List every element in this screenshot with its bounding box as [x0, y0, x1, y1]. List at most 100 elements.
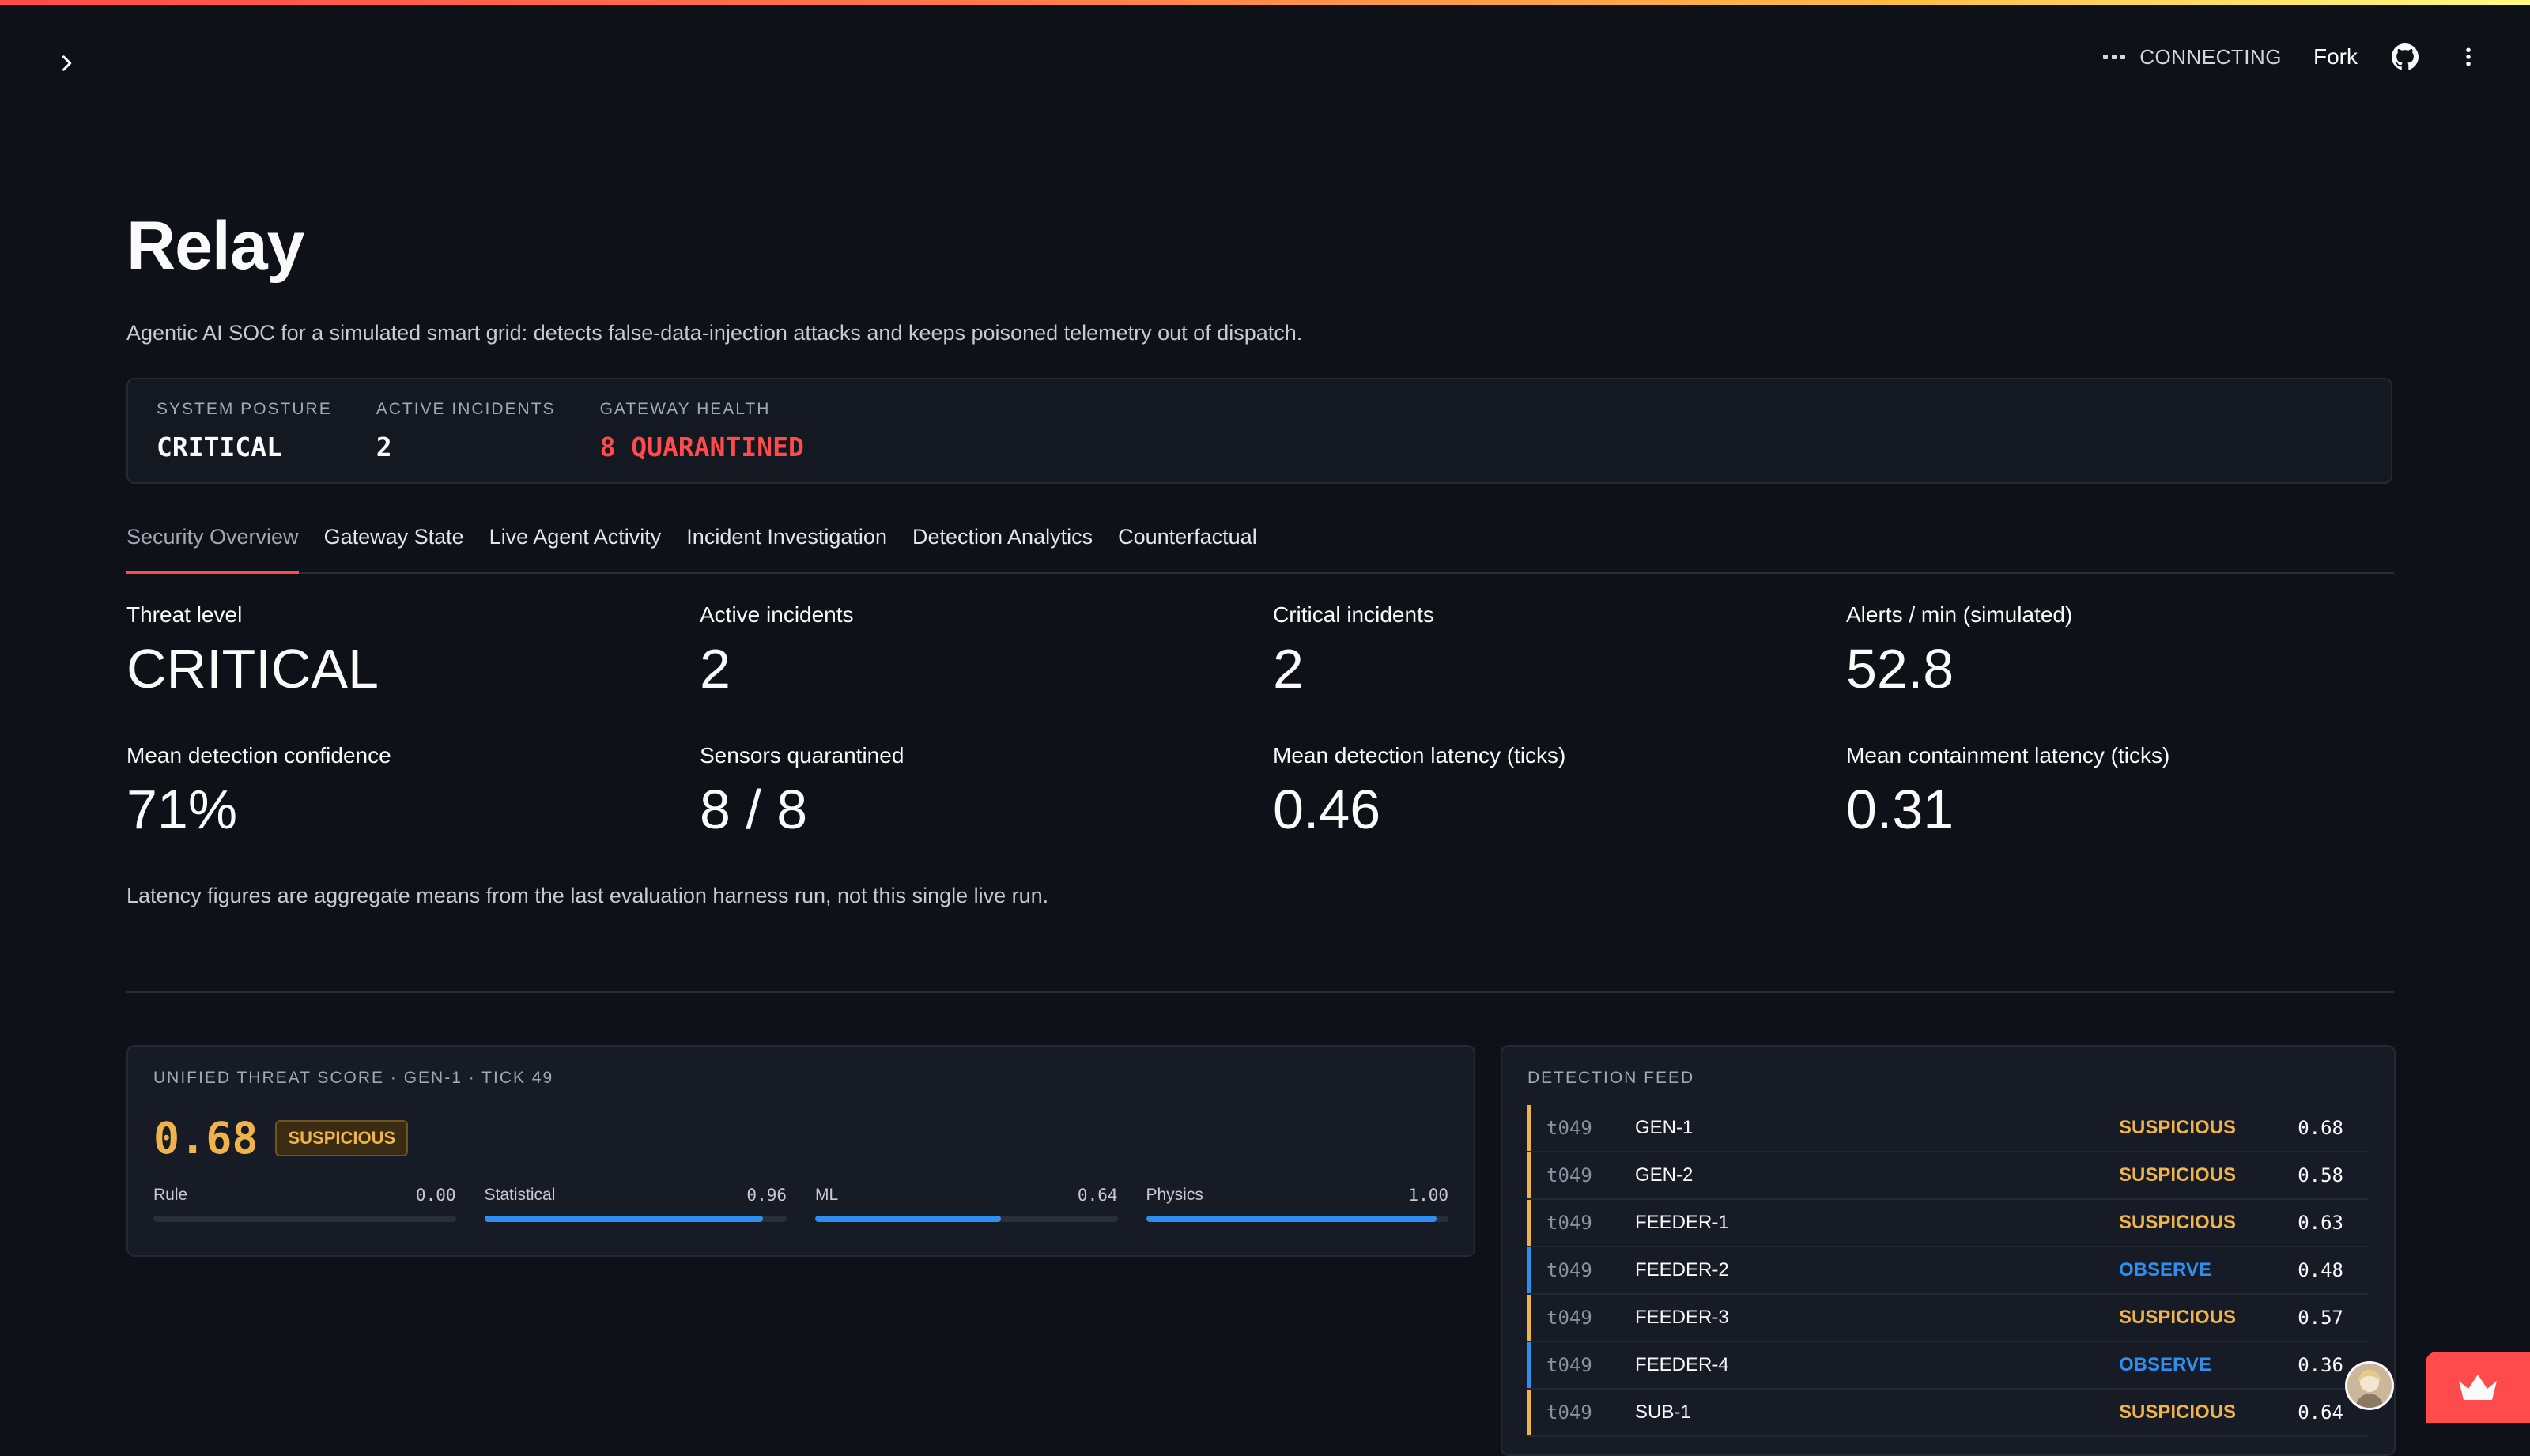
component-statistical: Statistical 0.96	[484, 1186, 787, 1222]
metric-value: CRITICAL	[126, 638, 379, 700]
metric-value: 2	[700, 638, 731, 700]
metric-value: 8 / 8	[700, 779, 808, 840]
metric-label: Mean detection confidence	[126, 743, 391, 768]
tab-detection-analytics[interactable]: Detection Analytics	[912, 525, 1093, 549]
section-divider	[126, 991, 2394, 993]
tab-counterfactual[interactable]: Counterfactual	[1118, 525, 1257, 549]
component-rule: Rule 0.00	[153, 1186, 456, 1222]
feed-score: 0.58	[2298, 1164, 2343, 1186]
feed-score: 0.68	[2298, 1117, 2343, 1139]
component-bar-fill	[815, 1216, 1001, 1222]
threat-score-card: UNIFIED THREAT SCORE · GEN-1 · TICK 49 0…	[126, 1045, 1475, 1257]
posture-value: CRITICAL	[157, 432, 282, 462]
posture-value: 8 QUARANTINED	[599, 432, 804, 462]
component-label: Statistical	[484, 1186, 556, 1204]
component-bar-fill	[484, 1216, 763, 1222]
metric-detection-latency: Mean detection latency (ticks) 0.46	[1273, 743, 1811, 841]
feed-tick: t049	[1546, 1212, 1592, 1234]
component-value: 0.64	[1077, 1186, 1118, 1205]
component-value: 1.00	[1408, 1186, 1448, 1205]
feed-row[interactable]: t049 GEN-1 SUSPICIOUS 0.68	[1527, 1105, 2369, 1152]
metric-detection-confidence: Mean detection confidence 71%	[126, 743, 664, 841]
feed-row[interactable]: t049 SUB-1 SUSPICIOUS 0.64	[1527, 1390, 2369, 1437]
chevron-right-icon	[62, 55, 72, 71]
verdict-badge: SUSPICIOUS	[275, 1120, 409, 1156]
feed-row-accent	[1527, 1152, 1531, 1198]
feed-asset: FEEDER-1	[1635, 1212, 1729, 1233]
feed-row[interactable]: t049 FEEDER-4 OBSERVE 0.36	[1527, 1342, 2369, 1390]
tab-gateway-state[interactable]: Gateway State	[323, 525, 464, 549]
tab-incident-investigation[interactable]: Incident Investigation	[686, 525, 887, 549]
avatar[interactable]	[2345, 1361, 2394, 1410]
metric-critical-incidents: Critical incidents 2	[1273, 602, 1811, 700]
posture-label: ACTIVE INCIDENTS	[376, 400, 556, 418]
expand-sidebar-button[interactable]	[49, 46, 84, 81]
component-bar	[153, 1216, 456, 1222]
feed-score: 0.48	[2298, 1259, 2343, 1281]
component-label: Physics	[1146, 1186, 1203, 1204]
feed-tick: t049	[1546, 1354, 1592, 1376]
tab-security-overview[interactable]: Security Overview	[126, 523, 299, 574]
feed-row[interactable]: t049 FEEDER-2 OBSERVE 0.48	[1527, 1247, 2369, 1295]
top-decoration-bar	[0, 0, 2530, 5]
detection-feed-list: t049 GEN-1 SUSPICIOUS 0.68 t049 GEN-2 SUSPICIO…	[1527, 1105, 2369, 1437]
feed-verdict: SUSPICIOUS	[2119, 1307, 2237, 1328]
component-physics: Physics 1.00	[1146, 1186, 1448, 1222]
metric-value: 52.8	[1846, 638, 1954, 700]
feed-asset: FEEDER-2	[1635, 1259, 1729, 1281]
feed-verdict: OBSERVE	[2119, 1259, 2211, 1281]
feed-verdict: SUSPICIOUS	[2119, 1164, 2237, 1186]
metric-label: Mean containment latency (ticks)	[1846, 743, 2170, 768]
metric-value: 0.46	[1273, 779, 1381, 840]
threat-score-title: UNIFIED THREAT SCORE · GEN-1 · TICK 49	[153, 1069, 554, 1087]
feed-row-accent	[1527, 1295, 1531, 1341]
app-toolbar: CONNECTING Fork	[2103, 38, 2484, 76]
component-value: 0.96	[746, 1186, 787, 1205]
component-bar	[815, 1216, 1118, 1222]
posture-system: SYSTEM POSTURE CRITICAL	[157, 400, 332, 462]
feed-tick: t049	[1546, 1401, 1592, 1424]
posture-label: GATEWAY HEALTH	[599, 400, 771, 418]
feed-row[interactable]: t049 FEEDER-3 SUSPICIOUS 0.57	[1527, 1295, 2369, 1342]
component-label: ML	[815, 1186, 839, 1204]
component-label: Rule	[153, 1186, 188, 1204]
feed-score: 0.57	[2298, 1307, 2343, 1329]
feed-score: 0.36	[2298, 1354, 2343, 1376]
posture-label: SYSTEM POSTURE	[157, 400, 332, 418]
posture-gateway: GATEWAY HEALTH 8 QUARANTINED	[600, 400, 804, 462]
score-components: Rule 0.00 Statistical 0.96 ML 0.64 Physics 1…	[153, 1186, 1448, 1222]
metric-containment-latency: Mean containment latency (ticks) 0.31	[1846, 743, 2384, 841]
feed-asset: FEEDER-3	[1635, 1307, 1729, 1328]
tab-live-agent-activity[interactable]: Live Agent Activity	[489, 525, 662, 549]
feed-row-accent	[1527, 1390, 1531, 1435]
metric-label: Alerts / min (simulated)	[1846, 602, 2073, 627]
component-bar	[1146, 1216, 1448, 1222]
feed-row[interactable]: t049 FEEDER-1 SUSPICIOUS 0.63	[1527, 1200, 2369, 1247]
metric-alerts-per-min: Alerts / min (simulated) 52.8	[1846, 602, 2384, 700]
streamlit-badge-button[interactable]	[2426, 1352, 2530, 1423]
component-value: 0.00	[415, 1186, 456, 1205]
feed-verdict: SUSPICIOUS	[2119, 1401, 2237, 1423]
posture-incidents: ACTIVE INCIDENTS 2	[376, 400, 556, 462]
metric-value: 71%	[126, 779, 238, 840]
feed-row[interactable]: t049 GEN-2 SUSPICIOUS 0.58	[1527, 1152, 2369, 1200]
component-bar	[484, 1216, 787, 1222]
metric-value: 0.31	[1846, 779, 1954, 840]
detection-feed-card: DETECTION FEED t049 GEN-1 SUSPICIOUS 0.68 t0…	[1501, 1045, 2396, 1456]
connection-status-label: CONNECTING	[2139, 44, 2282, 69]
metric-label: Sensors quarantined	[700, 743, 904, 768]
metric-active-incidents: Active incidents 2	[700, 602, 1237, 700]
threat-score-value: 0.68	[153, 1113, 259, 1164]
feed-tick: t049	[1546, 1307, 1592, 1329]
main-menu-button[interactable]	[2453, 41, 2484, 73]
feed-row-accent	[1527, 1342, 1531, 1388]
github-button[interactable]	[2389, 41, 2421, 73]
fork-button[interactable]: Fork	[2313, 44, 2358, 69]
tab-bar: Security Overview Gateway State Live Age…	[126, 523, 2394, 574]
metric-sensors-quarantined: Sensors quarantined 8 / 8	[700, 743, 1237, 841]
metric-label: Threat level	[126, 602, 243, 627]
feed-asset: GEN-2	[1635, 1164, 1694, 1186]
detection-feed-title: DETECTION FEED	[1527, 1069, 1695, 1087]
system-posture-banner: SYSTEM POSTURE CRITICAL ACTIVE INCIDENTS…	[126, 378, 2392, 484]
metric-label: Critical incidents	[1273, 602, 1434, 627]
